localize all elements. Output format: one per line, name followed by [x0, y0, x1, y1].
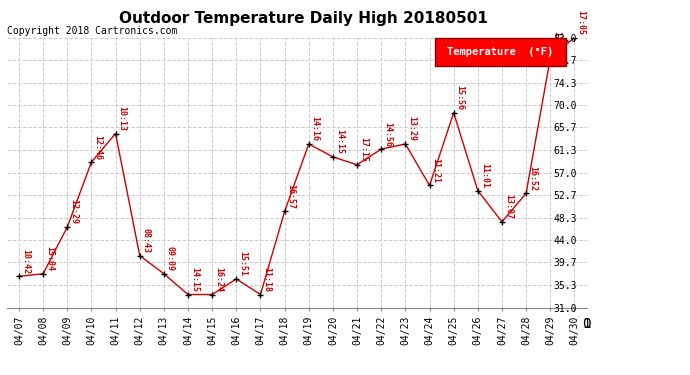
Text: 13:07: 13:07	[504, 194, 513, 219]
Text: 12:46: 12:46	[93, 135, 102, 159]
Text: Outdoor Temperature Daily High 20180501: Outdoor Temperature Daily High 20180501	[119, 11, 488, 26]
Text: 14:16: 14:16	[310, 116, 319, 141]
Text: 11:01: 11:01	[480, 163, 489, 188]
Text: 09:09: 09:09	[166, 246, 175, 271]
Text: 11:21: 11:21	[431, 158, 440, 183]
Text: 16:24: 16:24	[214, 267, 223, 292]
Text: 10:13: 10:13	[117, 106, 126, 131]
Text: 10:42: 10:42	[21, 249, 30, 274]
Text: 17:05: 17:05	[576, 10, 585, 35]
Text: 08:43: 08:43	[141, 228, 150, 253]
Text: 15:04: 15:04	[45, 246, 54, 271]
Text: 17:04: 17:04	[552, 31, 561, 56]
Text: 12:29: 12:29	[69, 200, 78, 224]
Text: 15:51: 15:51	[238, 251, 247, 276]
Text: 15:56: 15:56	[455, 85, 464, 110]
Text: Copyright 2018 Cartronics.com: Copyright 2018 Cartronics.com	[7, 26, 177, 36]
Text: 16:52: 16:52	[528, 166, 537, 190]
Text: 11:18: 11:18	[262, 267, 271, 292]
Text: 14:15: 14:15	[335, 129, 344, 154]
Text: 16:57: 16:57	[286, 184, 295, 209]
Text: 17:15: 17:15	[359, 137, 368, 162]
Text: 13:29: 13:29	[407, 116, 416, 141]
Text: 14:15: 14:15	[190, 267, 199, 292]
Text: Temperature  (°F): Temperature (°F)	[447, 46, 553, 57]
Text: 14:56: 14:56	[383, 122, 392, 147]
